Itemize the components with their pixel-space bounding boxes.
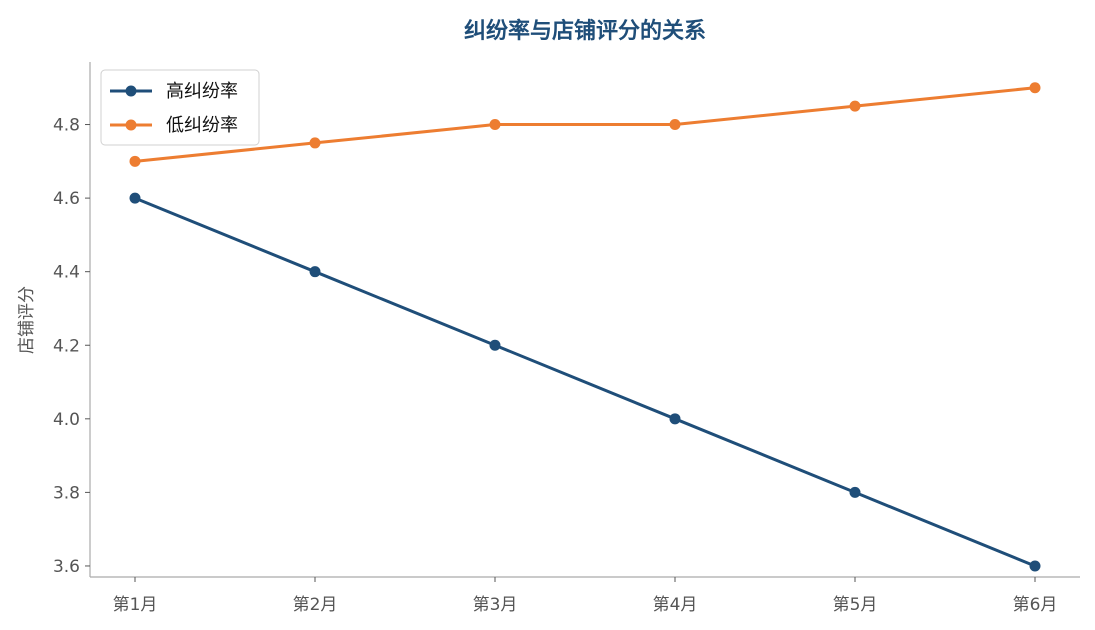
x-tick-label: 第4月 bbox=[653, 595, 698, 615]
data-point bbox=[129, 192, 141, 204]
data-point bbox=[849, 100, 861, 112]
data-point bbox=[489, 119, 501, 131]
data-point bbox=[669, 413, 681, 425]
legend-label: 低纠纷率 bbox=[166, 115, 238, 136]
series-layer bbox=[129, 82, 1041, 572]
legend-swatch-marker bbox=[125, 119, 137, 131]
y-tick-label: 4.2 bbox=[53, 336, 80, 356]
data-point bbox=[129, 155, 141, 167]
series-group bbox=[129, 192, 1041, 572]
y-tick-label: 4.0 bbox=[53, 410, 80, 430]
y-tick-label: 4.6 bbox=[53, 189, 80, 209]
x-tick-label: 第2月 bbox=[293, 595, 338, 615]
series-line bbox=[134, 196, 1036, 568]
legend-swatch-marker bbox=[125, 85, 137, 97]
legend-label: 高纠纷率 bbox=[166, 81, 238, 102]
y-axis-title: 店铺评分 bbox=[17, 286, 37, 354]
axes: 3.6 3.8 4.0 4.2 4.4 4.6 4.8 第1月 第2月 第3月 第4月 第5月 第6月 bbox=[53, 62, 1080, 615]
y-tick-label: 3.8 bbox=[53, 483, 80, 503]
x-tick-label: 第1月 bbox=[113, 595, 158, 615]
data-point bbox=[309, 266, 321, 278]
chart-title: 纠纷率与店铺评分的关系 bbox=[464, 18, 706, 44]
x-tick-label: 第6月 bbox=[1013, 595, 1058, 615]
y-tick-label: 3.6 bbox=[53, 557, 80, 577]
data-point bbox=[669, 119, 681, 131]
data-point bbox=[309, 137, 321, 149]
data-point bbox=[849, 486, 861, 498]
data-point bbox=[489, 339, 501, 351]
x-tick-label: 第3月 bbox=[473, 595, 518, 615]
series-line bbox=[134, 86, 1036, 163]
series-group bbox=[129, 82, 1041, 167]
y-tick-label: 4.8 bbox=[53, 116, 80, 136]
x-tick-label: 第5月 bbox=[833, 595, 878, 615]
y-tick-label: 4.4 bbox=[53, 263, 80, 283]
data-point bbox=[1029, 560, 1041, 572]
data-point bbox=[1029, 82, 1041, 94]
